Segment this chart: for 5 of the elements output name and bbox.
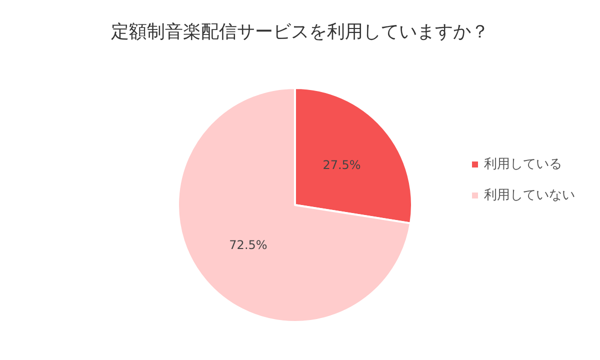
data-label: 27.5% (322, 158, 361, 172)
legend-label: 利用している (484, 157, 562, 172)
chart-title: 定額制音楽配信サービスを利用していますか？ (111, 22, 489, 42)
data-label: 72.5% (229, 238, 268, 252)
legend-label: 利用していない (484, 188, 575, 203)
